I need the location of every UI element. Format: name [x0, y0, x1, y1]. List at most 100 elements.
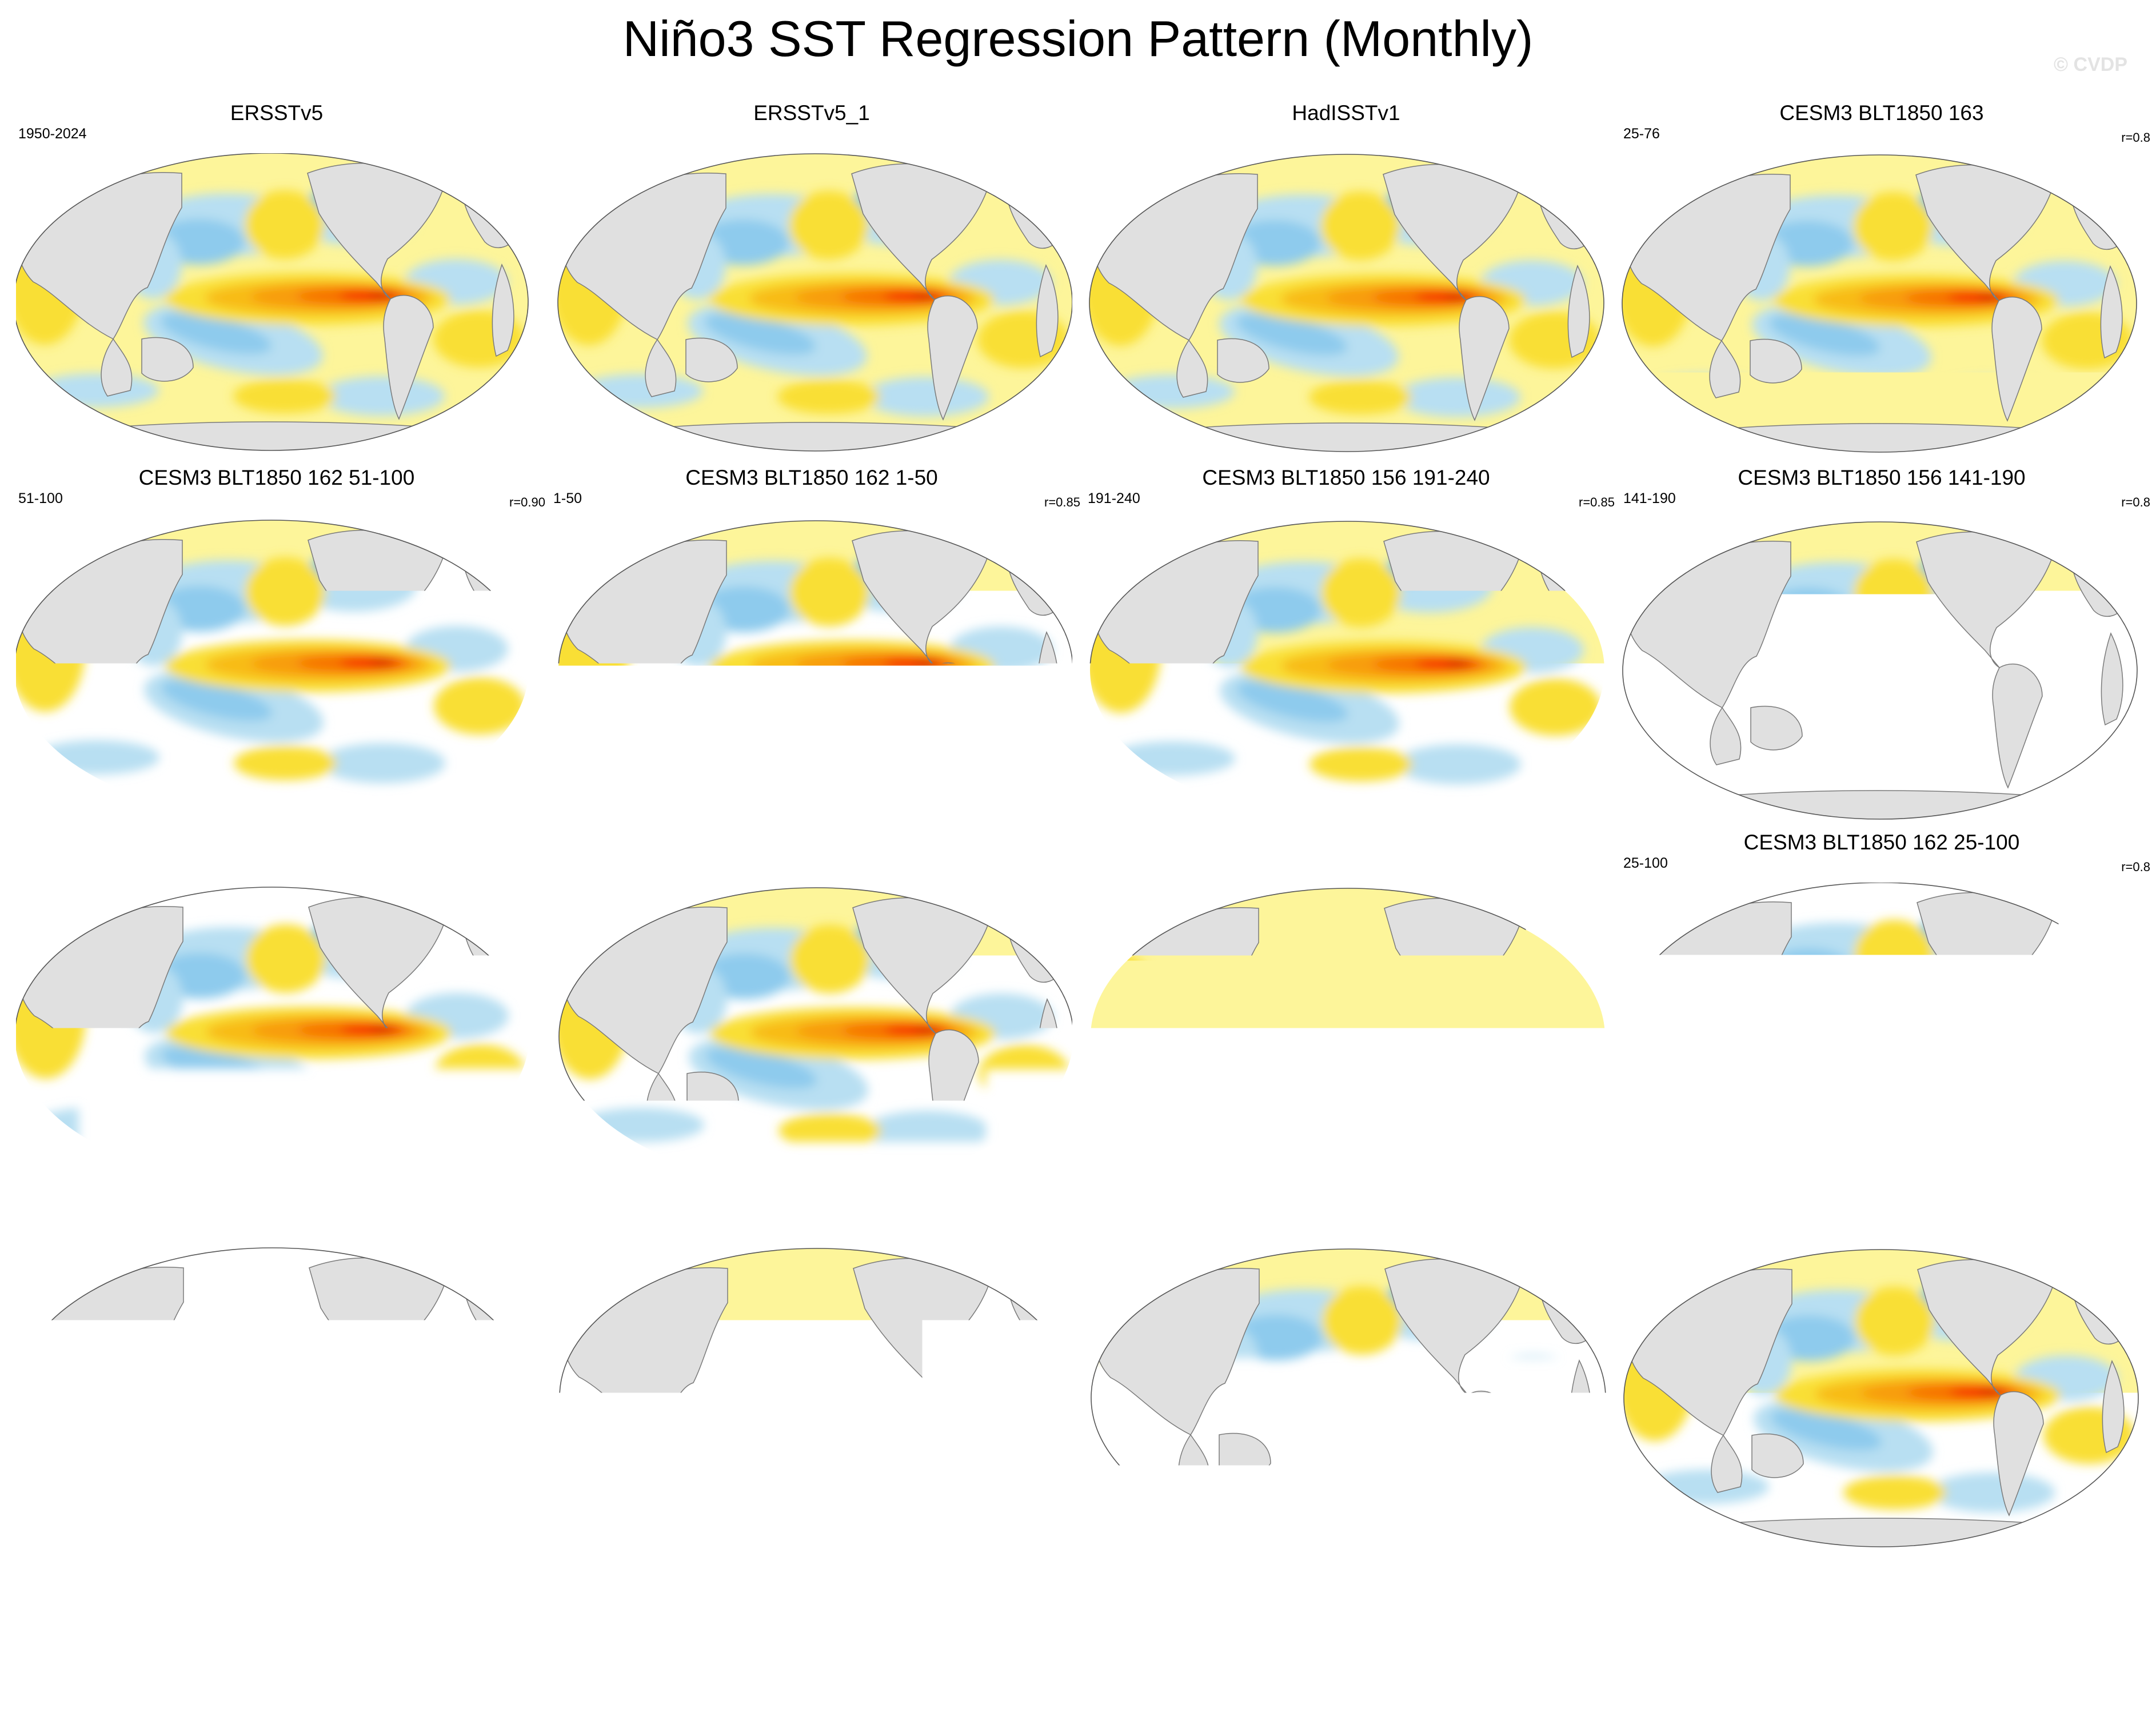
panel-title: CESM3 BLT1850 156 191-240: [1077, 465, 1615, 490]
colorbar-tick-label: 1.75: [1526, 1625, 1595, 1665]
colorbar-box: [592, 1588, 661, 1621]
map-panel: CESM3 BLT1850 156 191-240 191-240 r=0.85: [1077, 465, 1615, 825]
panel-title: ERSSTv5: [8, 101, 545, 126]
colorbar-box: [522, 1588, 592, 1621]
panel-title: CESM2 piControl B: [1077, 1195, 1615, 1220]
panel-pattern-correlation: r=0.87: [1579, 860, 1615, 875]
regression-map: [16, 1247, 537, 1550]
map-panel: CESM3 BLT1850 156 80-240 80-240 r=0.88: [8, 1195, 545, 1555]
panel-title: CESM3 BLT1850 121 151-200: [543, 830, 1080, 855]
map-panel: ERSSTv5_1: [543, 101, 1080, 461]
panel-title: ERSSTv5_1: [543, 101, 1080, 126]
panel-years: 151-200: [553, 855, 606, 872]
panel-pattern-correlation: r=0.86: [509, 860, 545, 875]
regression-map: [1621, 883, 2142, 1186]
map-panel: CESM2 piControl C 1550-1599 r=0.92: [543, 1195, 1080, 1555]
regression-map: [1621, 518, 2142, 821]
map-panel: CESM3 BLT1850 162 1-50 1-50 r=0.85: [543, 465, 1080, 825]
map-panel: CESM3 BLT1850 163 25-76 r=0.8: [1613, 101, 2150, 461]
regression-map: [16, 883, 537, 1186]
panel-years: 1-50: [553, 490, 582, 507]
panel-years: 1350-1399: [1088, 1220, 1156, 1236]
panel-title: HadISSTv1: [1077, 101, 1615, 126]
panel-years: 1950-2024: [18, 126, 87, 142]
colorbar-tick-label: 0.75: [1249, 1625, 1318, 1665]
colorbar-box: [1560, 1588, 1630, 1621]
colorbar-tick-label: -0.25: [897, 1625, 977, 1665]
map-panel: CESM3 BLT1850 156 141-190 141-190 r=0.8: [1613, 465, 2150, 825]
colorbar-box: [868, 1588, 937, 1621]
colorbar-tick-label: 0: [1066, 1625, 1085, 1665]
colorbar-box: [1630, 1588, 1699, 1621]
panel-years: 1550-1599: [553, 1220, 622, 1236]
panel-pattern-correlation: r=0.91: [1044, 860, 1080, 875]
panel-title: CESM3 BLT1850 162 51-100: [8, 465, 545, 490]
colorbar-box: [730, 1588, 799, 1621]
panel-title: CESM2 piControl C: [543, 1195, 1080, 1220]
map-panel: ERSSTv5 1950-2024: [8, 101, 545, 461]
panel-title: CESM3 BLT1850 156 141-190: [1613, 465, 2150, 490]
colorbar-box: [1422, 1588, 1491, 1621]
colorbar-box: [1491, 1588, 1560, 1621]
colorbar-unit-label: C/C: [0, 1665, 2156, 1705]
panel-pattern-correlation: r=0.9: [2121, 1224, 2150, 1239]
regression-map: [1085, 518, 1607, 821]
colorbar-box: [799, 1588, 868, 1621]
colorbar-box: [1699, 1588, 1767, 1621]
colorbar-box: [1007, 1588, 1076, 1621]
panel-pattern-correlation: r=0.91: [1579, 1224, 1615, 1239]
panel-pattern-correlation: r=0.8: [2121, 130, 2150, 145]
panel-years: 25-76: [1623, 126, 1660, 142]
map-panel: CESM3 BLT1850 156 91-140 91-140 r=0.86: [8, 830, 545, 1190]
panel-pattern-correlation: r=0.90: [509, 495, 545, 510]
panel-pattern-correlation: r=0.88: [509, 1224, 545, 1239]
panel-years: 25-100: [1623, 855, 1668, 872]
panel-pattern-correlation: r=0.8: [2121, 860, 2150, 875]
panel-pattern-correlation: r=0.92: [1044, 1224, 1080, 1239]
colorbar-box: [1284, 1588, 1353, 1621]
colorbar-box: [937, 1588, 1007, 1621]
map-panel: CESM3 BLT1850 162 51-100 51-100 r=0.90: [8, 465, 545, 825]
map-panel: CESM3 BLT1850 162 25-100 25-100 r=0.8: [1613, 830, 2150, 1190]
map-panel: CESM2 piControl A 1150-1199 r=0.9: [1613, 1195, 2150, 1555]
colorbar-box: [384, 1588, 453, 1621]
panel-pattern-correlation: r=0.8: [2121, 495, 2150, 510]
panel-pattern-correlation: r=0.85: [1579, 495, 1615, 510]
regression-map: [551, 153, 1072, 456]
map-panel: CESM3 BLT1850 121 151-200 151-200 r=0.91: [543, 830, 1080, 1190]
regression-map: [1085, 153, 1607, 456]
panel-years: 91-140: [18, 855, 63, 872]
regression-map: [1085, 1247, 1607, 1550]
panel-years: 141-190: [1623, 490, 1676, 507]
regression-map: [551, 1247, 1072, 1550]
regression-map: [1621, 153, 2142, 456]
colorbar: [384, 1588, 1767, 1621]
colorbar-box: [453, 1588, 522, 1621]
regression-map: [1621, 1247, 2142, 1550]
regression-map: [551, 518, 1072, 821]
colorbar-tick-label: -1.25: [620, 1625, 701, 1665]
regression-map: [16, 518, 537, 821]
panel-years: 191-240: [1088, 490, 1140, 507]
panel-years: 80-240: [18, 1220, 63, 1236]
colorbar-box: [1353, 1588, 1422, 1621]
cvdp-watermark: © CVDP: [2054, 54, 2127, 76]
panel-title: CESM3 BLT1850 163: [1613, 101, 2150, 126]
panel-title: CESM2 piControl A: [1613, 1195, 2150, 1220]
panel-title: CESM3 BLT1850 156 91-140: [8, 830, 545, 855]
panel-title: CESM3 BLT1850 156 80-240: [8, 1195, 545, 1220]
panel-years: 1150-1199: [1623, 1220, 1690, 1236]
regression-map: [551, 883, 1072, 1186]
panel-years: 101-150: [1088, 855, 1140, 872]
colorbar-tick-label: -1.75: [482, 1625, 562, 1665]
colorbar-tick-label: -0.75: [758, 1625, 839, 1665]
regression-map: [1085, 883, 1607, 1186]
panel-years: 51-100: [18, 490, 63, 507]
colorbar-box: [661, 1588, 730, 1621]
panel-title: CESM3 BLT1850 162 1-50: [543, 465, 1080, 490]
map-panel: CESM3 BLT1850 121 101-150 101-150 r=0.87: [1077, 830, 1615, 1190]
panel-pattern-correlation: r=0.85: [1044, 495, 1080, 510]
colorbar-tick-label: 0.25: [1111, 1625, 1180, 1665]
colorbar-tick-label: 1.25: [1387, 1625, 1456, 1665]
colorbar-box: [1076, 1588, 1145, 1621]
